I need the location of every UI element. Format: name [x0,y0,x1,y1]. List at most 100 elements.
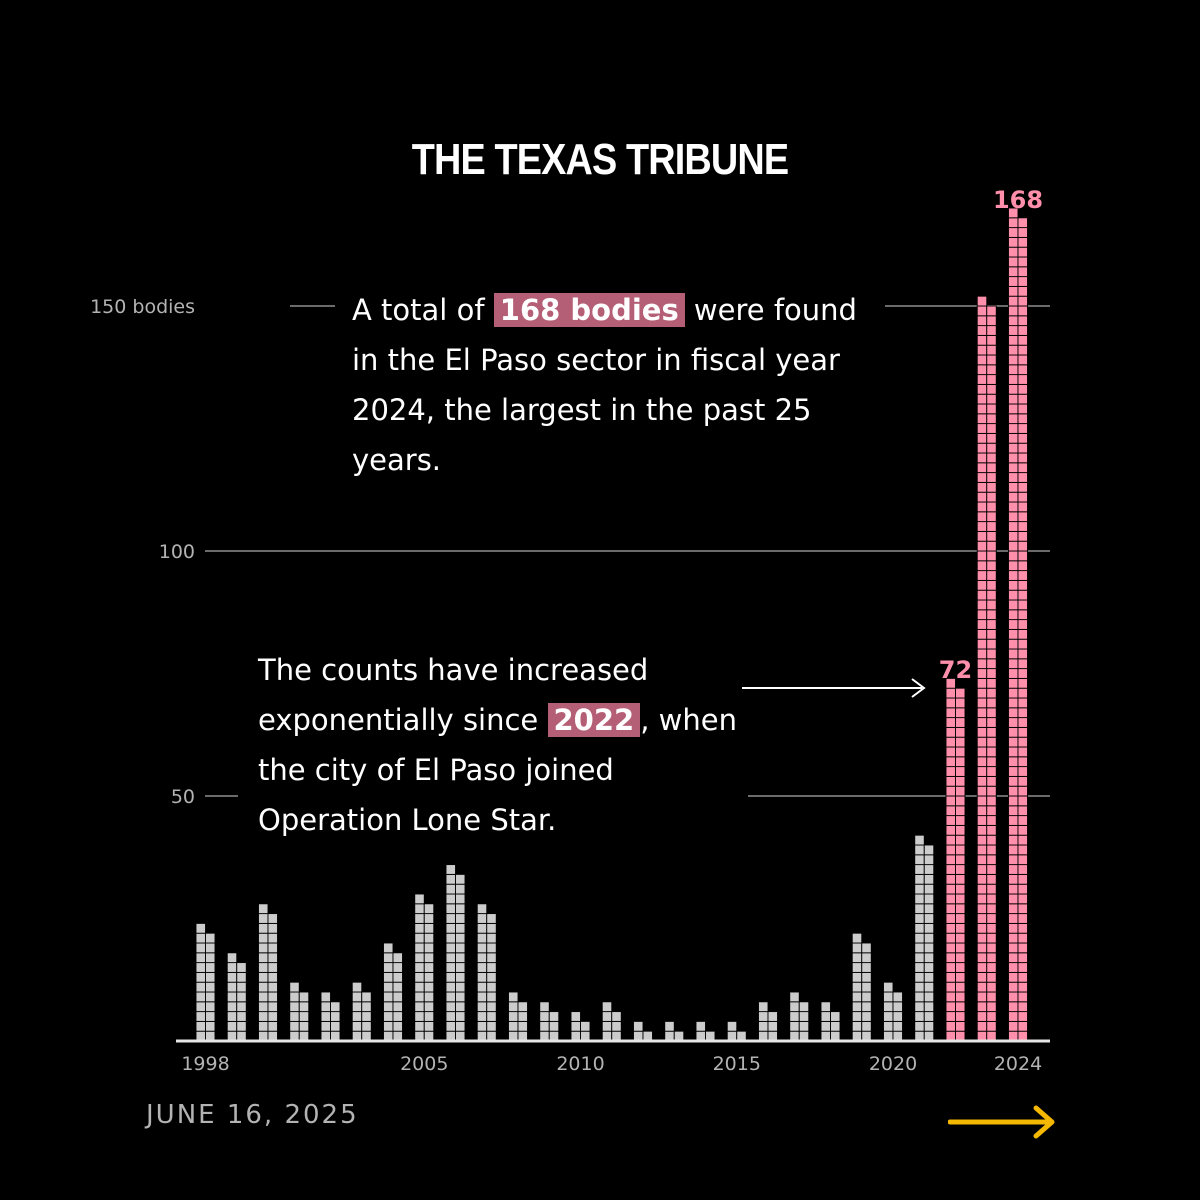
bar-cell [986,511,997,523]
bar-cell [1008,501,1019,513]
bar-cell [1008,619,1019,630]
bar-cell [195,1001,206,1013]
bar-cell [976,1011,988,1022]
bar-cell [1008,913,1019,924]
bar-cell [923,942,935,954]
bar-cell [976,442,988,454]
bar-cell [976,785,988,797]
bar-cell [1017,256,1028,268]
bar-cell [486,952,497,964]
bar-cell [258,991,269,1003]
bar-cell [1017,491,1028,503]
bar-cell [986,893,997,905]
bar-cell [986,903,997,915]
bar-cell [205,1011,216,1022]
bar-cell [1017,952,1028,964]
bar-cell [945,707,956,719]
bar-cell [205,991,216,1003]
bar-cell [976,383,988,395]
bar-cell [226,1011,238,1022]
bar-cell [923,932,935,944]
bar-cell [976,462,988,474]
bar-cell [351,1011,363,1022]
bar-cell [1017,805,1028,817]
bar-cell [986,374,997,385]
bar-cell [267,981,278,993]
bar-cell [923,981,935,993]
bar-cell [1008,403,1019,415]
bar-cell [423,971,435,983]
bar-cell [945,766,956,777]
bar-cell [986,442,997,454]
bar-1998 [195,922,216,1042]
bar-cell [392,1020,403,1032]
bar-cell [445,913,456,924]
bar-cell [236,1020,247,1032]
bar-cell [955,726,966,738]
bar-cell [392,971,403,983]
bar-cell [955,942,966,954]
bar-cell [986,1011,997,1022]
bar-cell [1008,334,1019,346]
bar-cell [945,785,956,797]
bar-cell [414,942,425,954]
bar-cell [1017,266,1028,278]
bar-cell [517,1001,528,1013]
bar-cell [414,991,425,1003]
bar-cell [976,932,988,944]
bar-cell [1017,834,1028,846]
bar-cell [1008,658,1019,670]
bar-cell [383,1020,394,1032]
bar-cell [1008,844,1019,856]
bar-cell [955,873,966,885]
bar-cell [1017,276,1028,287]
bar-cell [1008,883,1019,895]
bar-cell [976,864,988,875]
bar-cell [414,971,425,983]
bar-cell [976,540,988,552]
bar-2010 [570,1011,591,1042]
bar-cell [986,766,997,777]
bar-cell [1008,795,1019,807]
bar-cell [955,903,966,915]
bar-cell [955,717,966,728]
bar-cell [976,883,988,895]
bar-cell [976,374,988,385]
bar-cell [986,364,997,376]
bar-cell [351,1020,363,1032]
bar-cell [820,1011,831,1022]
bar-cell [1017,579,1028,591]
bar-cell [1017,383,1028,395]
bar-cell [976,560,988,572]
annotation-total-highlight: 168 bodies [493,293,685,327]
bar-2013 [664,1020,685,1042]
bar-cell [289,991,300,1003]
bar-cell [945,677,956,689]
bar-cell [976,687,988,699]
bar-cell [1017,599,1028,611]
bar-cell [726,1020,738,1032]
bar-cell [1017,903,1028,915]
bar-cell [289,1011,300,1022]
bar-cell [986,452,997,464]
bar-cell [1017,403,1028,415]
next-arrow-icon[interactable] [948,1102,1060,1142]
bar-cell [205,942,216,954]
bar-cell [976,668,988,679]
bar-cell [945,726,956,738]
bar-cell [986,579,997,591]
bar-cell [1008,217,1019,229]
bar-cell [945,844,956,856]
y-tick-label: 100 [159,541,195,563]
bar-cell [289,981,300,993]
bar-cell [976,530,988,542]
bar-cell [861,942,872,954]
bar-cell [986,815,997,826]
bar-cell [986,540,997,552]
bar-cell [1017,521,1028,532]
bar-cell [486,942,497,954]
x-tick-label: 2015 [713,1053,761,1075]
bar-cell [1017,285,1028,297]
bar-cell [986,344,997,356]
bar-cell [923,864,935,875]
